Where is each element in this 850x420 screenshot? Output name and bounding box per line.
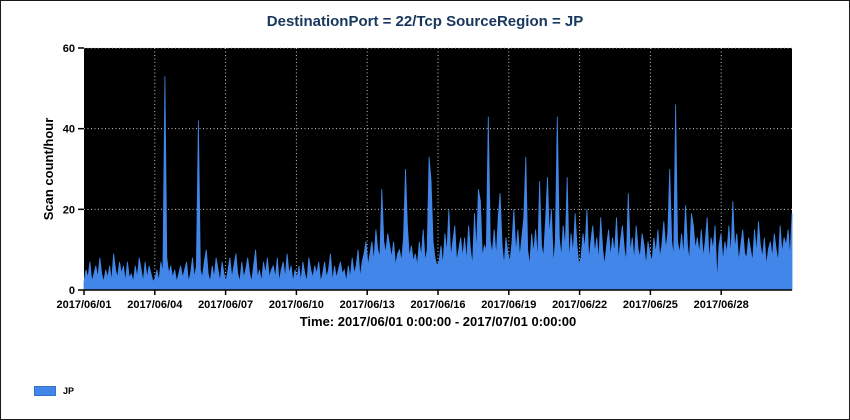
y-tick-label: 20 xyxy=(63,204,75,216)
x-tick-label: 2017/06/13 xyxy=(340,299,395,311)
x-tick-label: 2017/06/01 xyxy=(56,299,111,311)
series-jp-area xyxy=(83,76,793,291)
x-tick-label: 2017/06/25 xyxy=(623,299,678,311)
x-tick-label: 2017/06/28 xyxy=(694,299,749,311)
y-axis-title: Scan count/hour xyxy=(41,117,56,221)
x-tick-label: 2017/06/16 xyxy=(410,299,465,311)
x-tick-label: 2017/06/04 xyxy=(127,299,183,311)
x-axis-title: Time: 2017/06/01 0:00:00 - 2017/07/01 0:… xyxy=(299,314,577,329)
legend-label-jp: JP xyxy=(63,386,75,396)
y-tick-label: 0 xyxy=(69,285,75,297)
chart-title: DestinationPort = 22/Tcp SourceRegion = … xyxy=(266,13,584,30)
chart-plot-svg: 0 20 40 60 2017/06/01 2017/06/04 2017/06/07 201… xyxy=(56,43,793,311)
y-tick-label: 40 xyxy=(63,124,75,136)
x-tick-label: 2017/06/22 xyxy=(552,299,607,311)
legend-swatch-jp xyxy=(34,386,56,396)
y-tick-label: 60 xyxy=(63,43,75,55)
x-tick-label: 2017/06/07 xyxy=(198,299,253,311)
x-tick-label: 2017/06/19 xyxy=(481,299,536,311)
legend: JP xyxy=(34,386,74,396)
x-tick-label: 2017/06/10 xyxy=(269,299,324,311)
